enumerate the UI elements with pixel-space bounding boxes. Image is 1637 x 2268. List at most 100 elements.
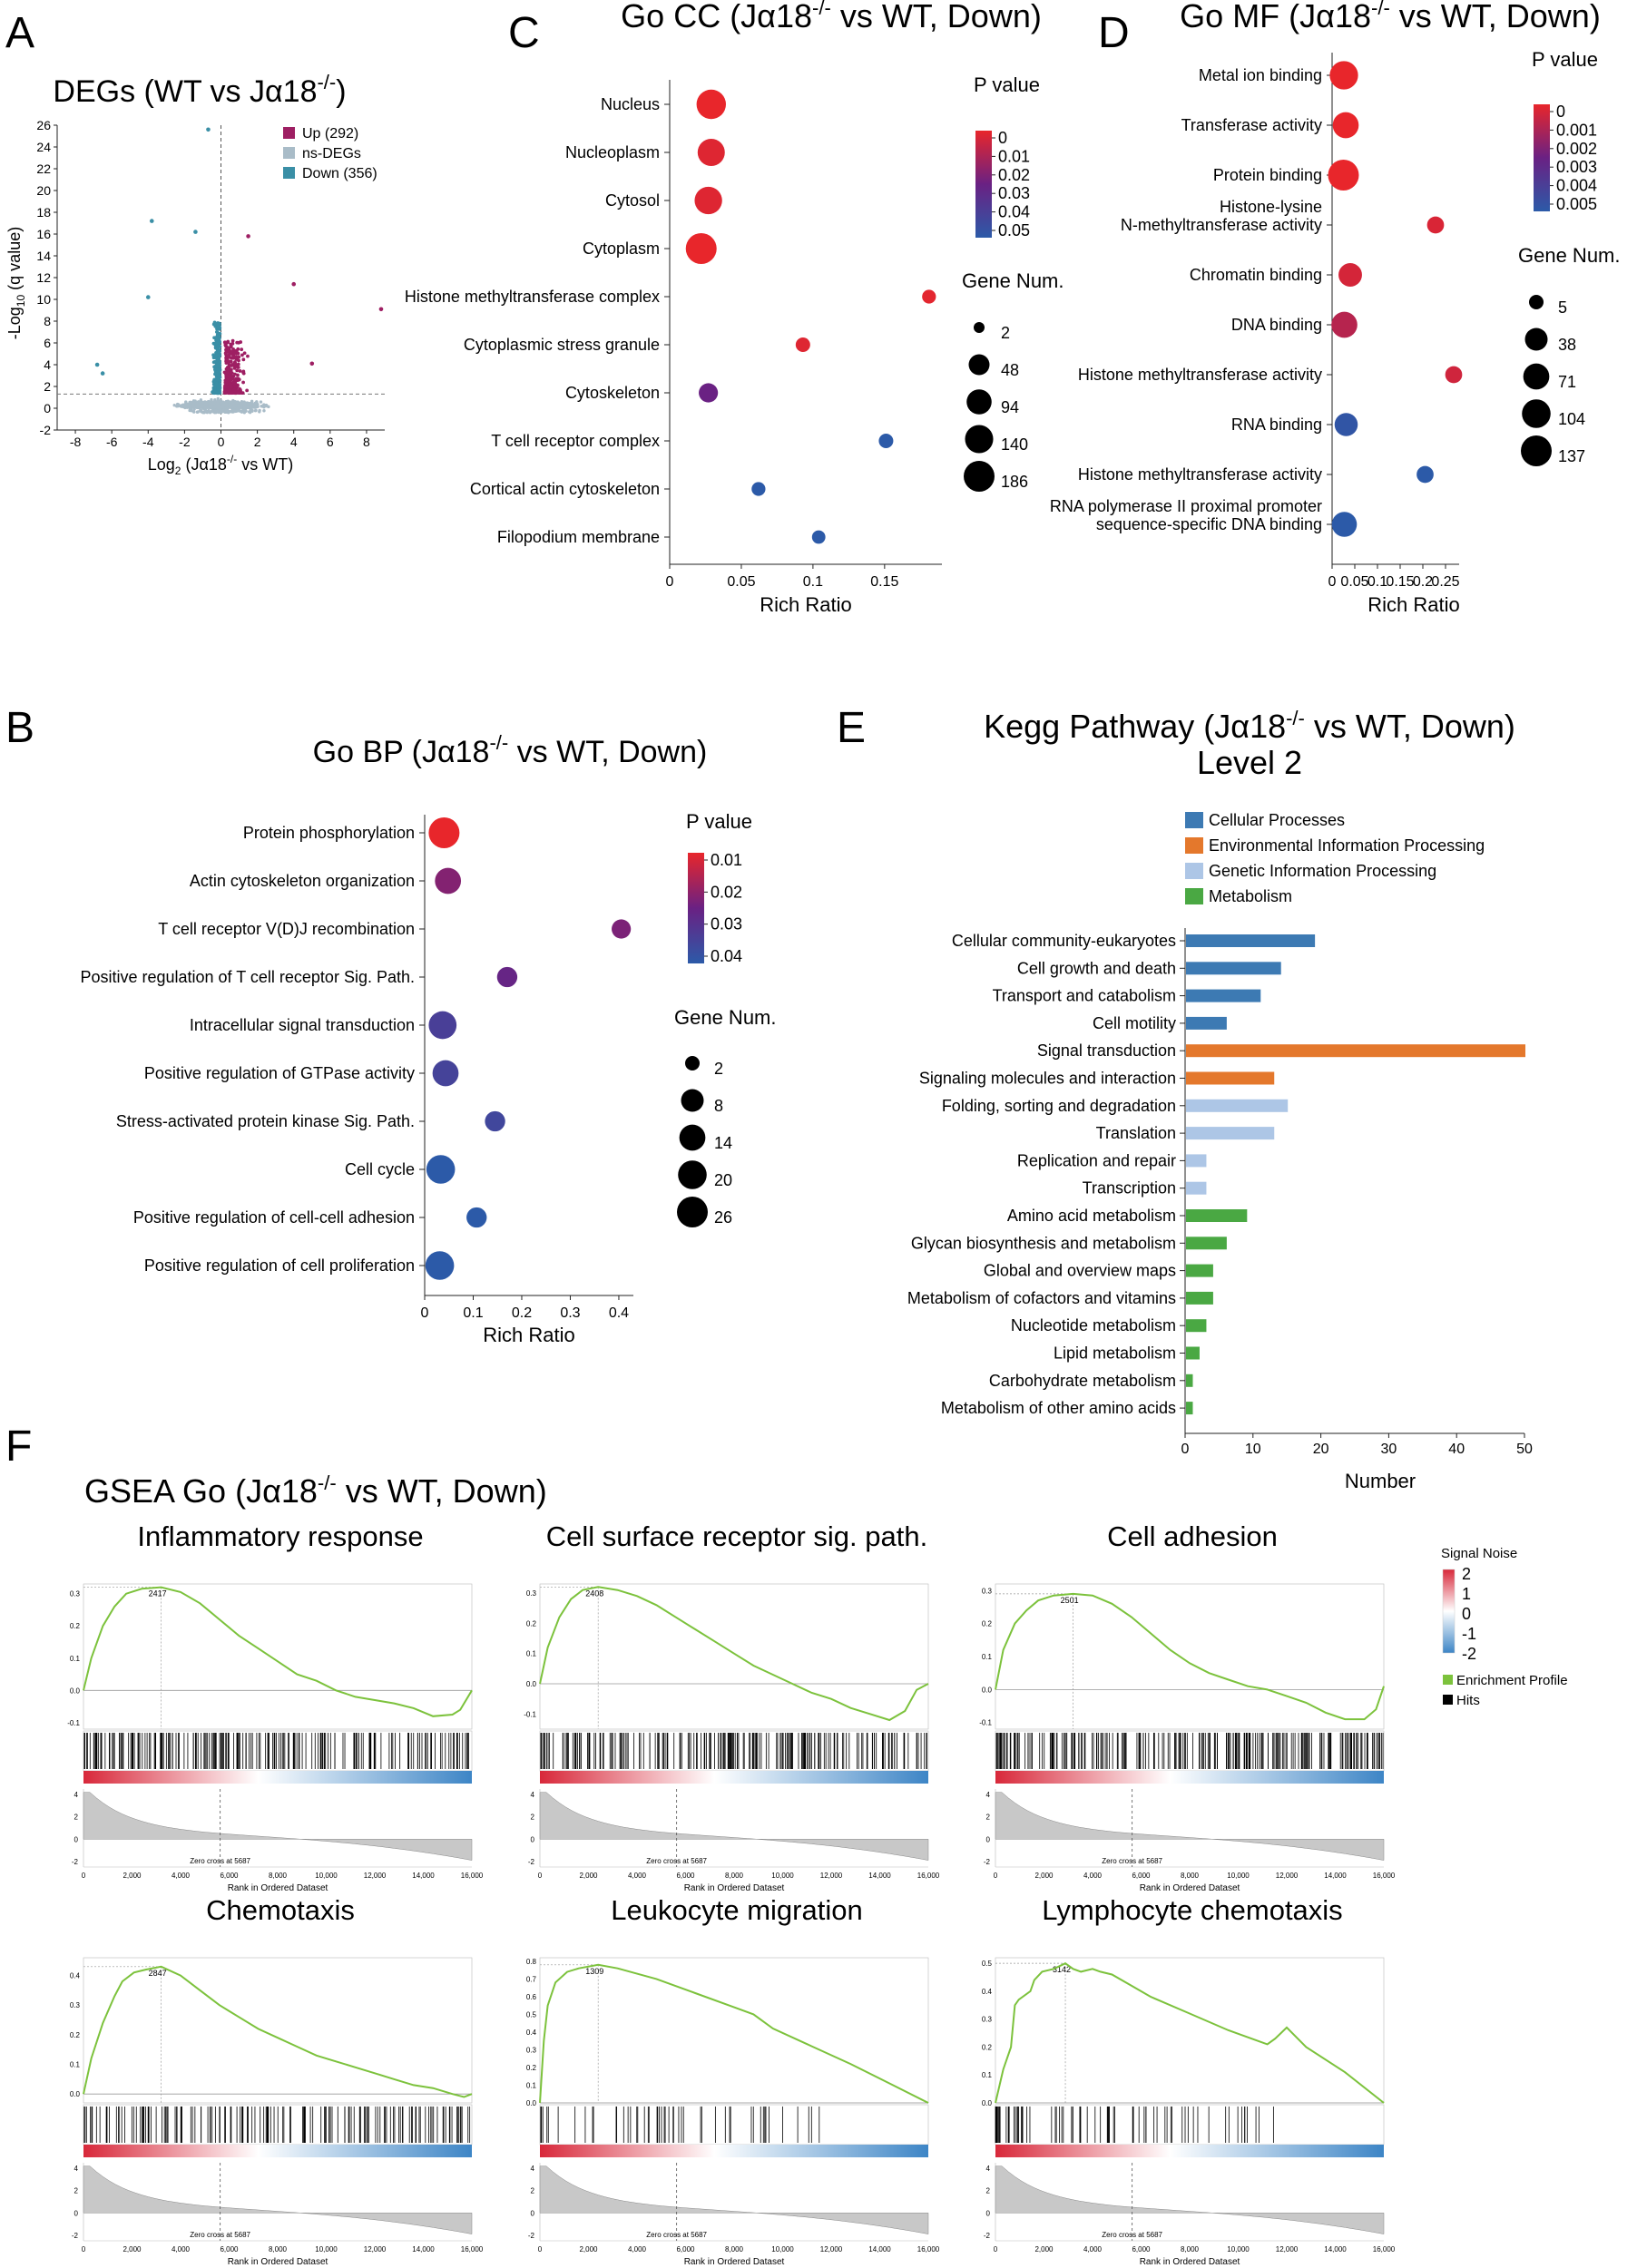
gsea-ranked-metric — [995, 1792, 1385, 1861]
gsea-rank-tick-label: 14,000 — [1324, 1872, 1347, 1880]
panel-a-point-up — [226, 374, 230, 378]
panel-a-point-up — [226, 354, 230, 358]
panel-a-point-up — [232, 351, 237, 355]
panel-a-point-ns — [198, 402, 202, 406]
gsea-y-tick-label: 0.2 — [70, 1622, 81, 1630]
panel-a-point-ns — [250, 402, 254, 406]
panel-a-y-tick-label: 0 — [44, 401, 51, 415]
panel-c-plot: 0 0.05 0.1 0.15 Nucleus Nucleoplasm Cytosol Cyt… — [405, 80, 942, 590]
panel-a-y-tick-label: 8 — [44, 314, 51, 328]
panel-a-x-tick-label: -4 — [142, 435, 154, 449]
gsea-rank-tick-label: 14,000 — [412, 2245, 435, 2253]
panel-a-point-ns — [253, 409, 258, 413]
panel-a-point-up — [229, 345, 233, 349]
dotplot-category-label: Histone-lysine — [1220, 198, 1322, 216]
panel-c-size-title: Gene Num. — [962, 269, 1064, 292]
dotplot-point — [878, 434, 894, 448]
panel-a-point-ns — [184, 402, 189, 406]
dotplot-category-label: Positive regulation of T cell receptor S… — [80, 968, 415, 986]
gsea-hits-frame — [539, 2104, 929, 2146]
panel-a-point-down — [218, 368, 222, 373]
dotplot-point — [435, 867, 462, 894]
gsea-ranked-metric — [995, 2165, 1385, 2234]
panel-letter-e: E — [837, 704, 866, 752]
gsea-y-tick-label: -0.1 — [979, 1719, 992, 1727]
dotplot-x-tick-label: 0.3 — [560, 1305, 580, 1321]
panel-a-point-up — [229, 378, 233, 383]
gsea-rank-xlabel: Rank in Ordered Dataset — [684, 1883, 785, 1893]
panel-e-category-label: Amino acid metabolism — [1007, 1207, 1176, 1225]
panel-letter-a: A — [5, 9, 34, 57]
dotplot-x-tick-label: 0.1 — [1367, 574, 1387, 590]
panel-a-point-up — [240, 353, 244, 357]
panel-a-point-up — [233, 372, 237, 376]
dotplot-point — [699, 383, 719, 403]
panel-letter-b: B — [5, 704, 34, 752]
panel-a-point-ns — [247, 410, 251, 414]
dotplot-point — [696, 89, 726, 120]
gsea-peak-label: 2501 — [1061, 1596, 1079, 1605]
dotplot-category-label: RNA polymerase II proximal promoter — [1050, 497, 1322, 515]
gsea-metric-tick-label: 4 — [986, 2165, 991, 2173]
gsea-rank-tick-label: 6,000 — [1132, 2245, 1151, 2253]
panel-a-point-ns — [212, 405, 217, 409]
gsea-rank-tick-label: 8,000 — [1181, 2245, 1200, 2253]
gsea-plot: Lymphocyte chemotaxis 0.5 0.4 0.3 0.2 0.1 0.0 3… — [982, 1894, 1396, 2267]
gsea-metric-tick-label: 2 — [74, 1813, 79, 1822]
size-legend-dot — [681, 1089, 704, 1112]
gsea-rank-tick-label: 14,000 — [1324, 2245, 1347, 2253]
panel-e-bar — [1186, 1402, 1193, 1415]
panel-a-point-up — [236, 351, 240, 356]
color-scale-tick-label: 0.03 — [998, 184, 1030, 202]
panel-e-category-label: Carbohydrate metabolism — [989, 1372, 1176, 1390]
gsea-plot-title: Inflammatory response — [137, 1520, 423, 1552]
panel-d-go-mf: Go MF (Jα18-/- vs WT, Down) 0 0.050.10.15… — [1050, 0, 1621, 616]
panel-f-title: GSEA Go (Jα18-/- vs WT, Down) — [84, 1471, 547, 1510]
dotplot-category-label: Cell cycle — [345, 1160, 415, 1178]
gsea-plot-title: Lymphocyte chemotaxis — [1042, 1894, 1342, 1926]
panel-c-go-cc: Go CC (Jα18-/- vs WT, Down) 0 0.05 0.1 0.15… — [405, 0, 1064, 616]
panel-a-y-tick-label: 2 — [44, 379, 51, 394]
gsea-rank-tick-label: 4,000 — [628, 1872, 647, 1880]
dotplot-category-label: RNA binding — [1231, 415, 1322, 434]
dotplot-category-label: Cytoskeleton — [565, 384, 660, 402]
gsea-plot-title: Leukocyte migration — [611, 1894, 862, 1926]
panel-a-point-up — [227, 363, 231, 367]
panel-c-title: Go CC (Jα18-/- vs WT, Down) — [621, 0, 1042, 34]
panel-a-legend-label: ns-DEGs — [302, 146, 361, 161]
panel-e-category-label: Signaling molecules and interaction — [919, 1070, 1176, 1088]
panel-a-point-down — [217, 331, 221, 336]
panel-a-point-ns — [204, 408, 208, 413]
gsea-enrichment-profile — [539, 1586, 929, 1722]
color-scale-tick-label: 0.05 — [998, 221, 1030, 240]
gsea-rank-tick-label: 0 — [82, 1872, 86, 1880]
size-legend-dot — [677, 1197, 708, 1227]
panel-d-size-legend: 5 38 71 104 137 — [1521, 295, 1585, 466]
panel-a-y-tick-label: 6 — [44, 336, 51, 350]
panel-e-legend-label: Genetic Information Processing — [1209, 862, 1436, 880]
panel-letter-f: F — [5, 1422, 32, 1471]
gsea-rank-tick-label: 2,000 — [123, 1872, 142, 1880]
gsea-y-tick-label: 0.2 — [526, 1619, 537, 1628]
dotplot-point — [1329, 61, 1358, 90]
panel-a-point-ns — [221, 403, 226, 406]
dotplot-point — [795, 337, 810, 352]
size-legend-dot — [968, 354, 990, 376]
gsea-enrichment-profile — [83, 1965, 473, 2098]
gsea-rank-tick-label: 16,000 — [917, 2245, 940, 2253]
panel-a-point-ns — [238, 404, 241, 407]
panel-e-plot: 0 10 20 30 40 50 Cellular community-eukaryotes… — [907, 928, 1533, 1457]
panel-c-color-ticks: 00.010.020.030.040.05 — [992, 129, 1030, 240]
panel-e-bar — [1186, 1071, 1275, 1085]
panel-a-point-up — [232, 390, 237, 395]
panel-a-y-tick-label: 20 — [36, 183, 51, 198]
panel-a-point-ns — [199, 408, 202, 412]
panel-a-point-down — [145, 295, 151, 299]
gsea-plot: Inflammatory response0.30.20.10.0-0.1241… — [67, 1520, 484, 1893]
panel-a-point-up — [246, 354, 250, 358]
panel-a-point-ns — [243, 407, 248, 412]
gsea-rank-tick-label: 2,000 — [579, 2245, 598, 2253]
gsea-metric-tick-label: 0 — [986, 1835, 991, 1843]
panel-a-y-tick-label: 18 — [36, 205, 51, 220]
